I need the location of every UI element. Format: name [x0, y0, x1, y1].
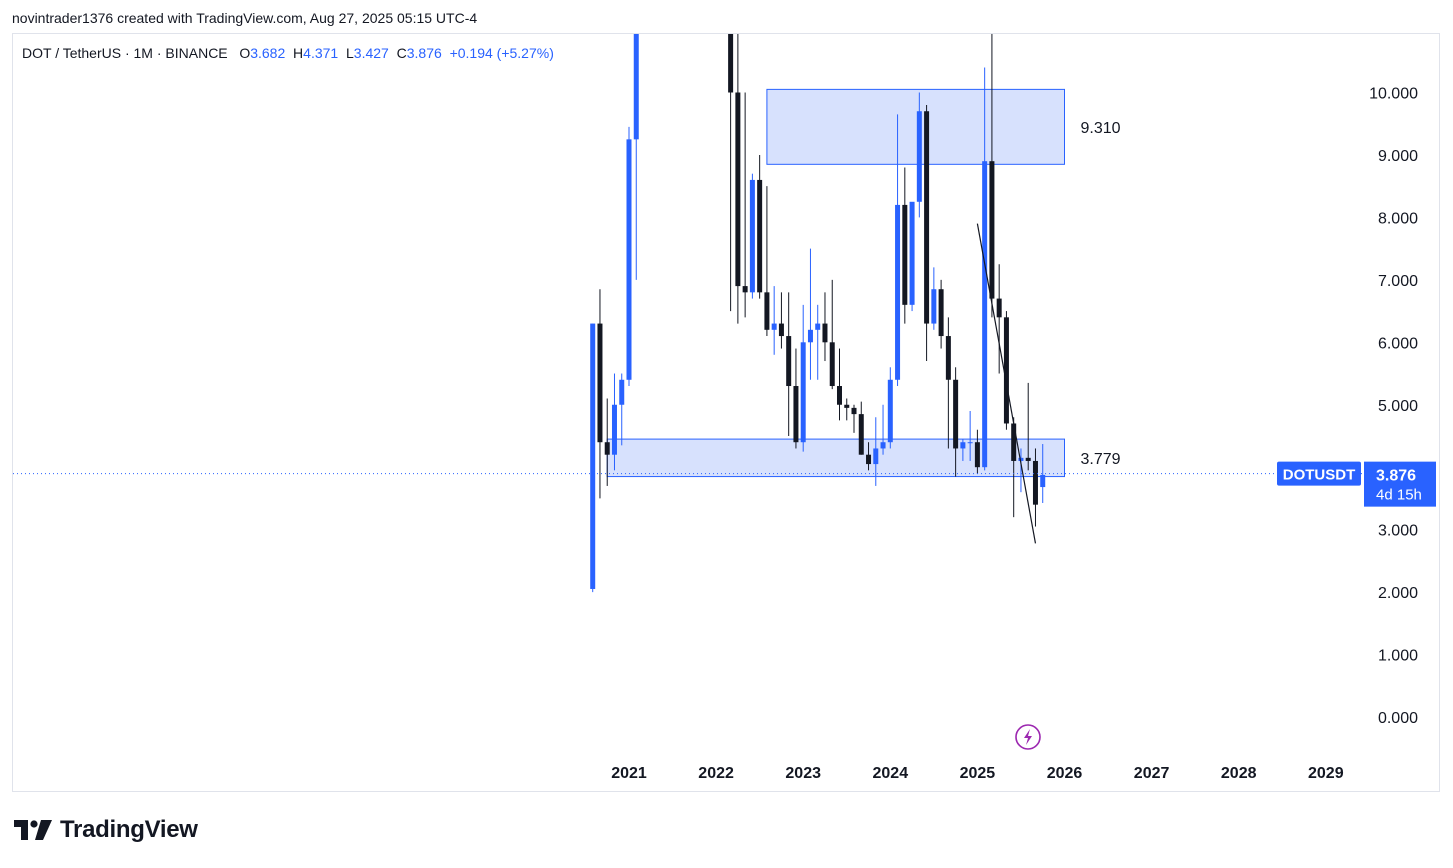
candle-body: [960, 442, 966, 449]
price-tag-value: 3.876: [1376, 468, 1416, 485]
x-tick-label: 2025: [960, 765, 996, 782]
candle-body: [793, 386, 799, 443]
tradingview-logo-icon: [14, 820, 52, 840]
candle-body: [996, 298, 1002, 318]
tradingview-footer-logo[interactable]: TradingView: [14, 816, 198, 844]
price-tag-countdown: 4d 15h: [1376, 487, 1422, 504]
candle-body: [771, 323, 777, 330]
legend-low-label: L: [345, 45, 354, 61]
candle-body: [982, 161, 988, 468]
y-tick-label: 10.000: [1369, 86, 1418, 103]
x-tick-label: 2021: [611, 765, 647, 782]
candle-body: [873, 448, 879, 465]
legend-low-value: 3.427: [353, 45, 389, 61]
y-tick-label: 6.000: [1378, 335, 1418, 352]
candle-body: [1018, 457, 1024, 461]
candle-body: [836, 386, 842, 405]
candle-body: [844, 404, 850, 408]
candle-body: [858, 414, 864, 455]
candle-body: [887, 379, 893, 443]
candle-body: [924, 111, 930, 324]
candle-body: [807, 329, 813, 343]
zone-label-0: 9.310: [1081, 120, 1121, 137]
y-tick-label: 0.000: [1378, 710, 1418, 727]
candle-body: [1003, 317, 1009, 424]
lightning-bolt: [1024, 729, 1032, 745]
candle-body: [866, 454, 872, 465]
candle-body: [916, 111, 922, 202]
legend-close-label: C: [396, 45, 407, 61]
x-tick-label: 2022: [698, 765, 734, 782]
legend-open-value: 3.682: [250, 45, 286, 61]
candle-body: [931, 289, 937, 324]
candle-body: [1025, 457, 1031, 461]
candle-body: [626, 139, 632, 380]
plot-area: [590, 34, 1065, 593]
candle-body: [764, 292, 770, 330]
candle-body: [728, 34, 734, 93]
candle-body: [829, 342, 835, 387]
y-tick-label: 8.000: [1378, 210, 1418, 227]
symbol-legend: DOT / TetherUS · 1M · BINANCE O3.682 H4.…: [22, 45, 554, 61]
candle-body: [938, 289, 944, 337]
chart-pane[interactable]: [12, 33, 1440, 792]
y-tick-label: 2.000: [1378, 585, 1418, 602]
y-tick-label: 7.000: [1378, 273, 1418, 290]
zone-1: [606, 438, 1065, 478]
x-tick-label: 2024: [873, 765, 909, 782]
candle-body: [974, 442, 980, 468]
candle-body: [967, 442, 973, 444]
candle-body: [786, 336, 792, 387]
y-tick-label: 5.000: [1378, 398, 1418, 415]
candle-body: [953, 379, 959, 449]
candle-body: [633, 34, 639, 140]
candle-body: [822, 323, 828, 343]
zone-label-1: 3.779: [1081, 451, 1121, 468]
candle-body: [778, 323, 784, 337]
y-tick-label: 1.000: [1378, 648, 1418, 665]
legend-high-value: 4.371: [303, 45, 339, 61]
chart-credit-header: novintrader1376 created with TradingView…: [12, 10, 478, 26]
x-tick-label: 2023: [785, 765, 821, 782]
candle-body: [597, 323, 603, 443]
candle-body: [619, 379, 625, 405]
candle-body: [590, 323, 596, 589]
x-tick-label: 2027: [1134, 765, 1170, 782]
price-tag: [1364, 461, 1436, 507]
legend-high-label: H: [293, 45, 304, 61]
candle-body: [749, 179, 755, 293]
candle-body: [757, 179, 763, 293]
candle-body: [604, 442, 610, 455]
candle-body: [909, 201, 915, 305]
legend-symbol[interactable]: DOT / TetherUS · 1M · BINANCE: [22, 45, 228, 61]
candle-body: [815, 323, 821, 330]
y-tick-label: 3.000: [1378, 523, 1418, 540]
candle-body: [800, 342, 806, 443]
y-tick-label: 9.000: [1378, 148, 1418, 165]
symbol-tag-label: DOTUSDT: [1283, 467, 1356, 484]
candle-body: [895, 204, 901, 380]
candle-body: [945, 336, 951, 380]
candle-body: [851, 407, 857, 415]
candle-body: [902, 204, 908, 305]
candle-body: [989, 161, 995, 299]
candle-body: [611, 404, 617, 455]
trendline: [976, 223, 1037, 544]
symbol-tag: [1277, 461, 1361, 486]
candle-body: [1011, 423, 1017, 461]
candle-body: [1032, 460, 1038, 505]
legend-change: +0.194 (+5.27%): [449, 45, 554, 61]
candle-body: [880, 442, 886, 449]
candle-body: [735, 92, 741, 287]
tradingview-brand: TradingView: [60, 816, 198, 843]
x-tick-label: 2026: [1047, 765, 1083, 782]
legend-close-value: 3.876: [406, 45, 442, 61]
x-tick-label: 2029: [1308, 765, 1344, 782]
legend-open-label: O: [239, 45, 251, 61]
zone-0: [766, 88, 1065, 165]
candle-body: [742, 286, 748, 293]
x-tick-label: 2028: [1221, 765, 1257, 782]
candle-body: [1040, 474, 1046, 488]
